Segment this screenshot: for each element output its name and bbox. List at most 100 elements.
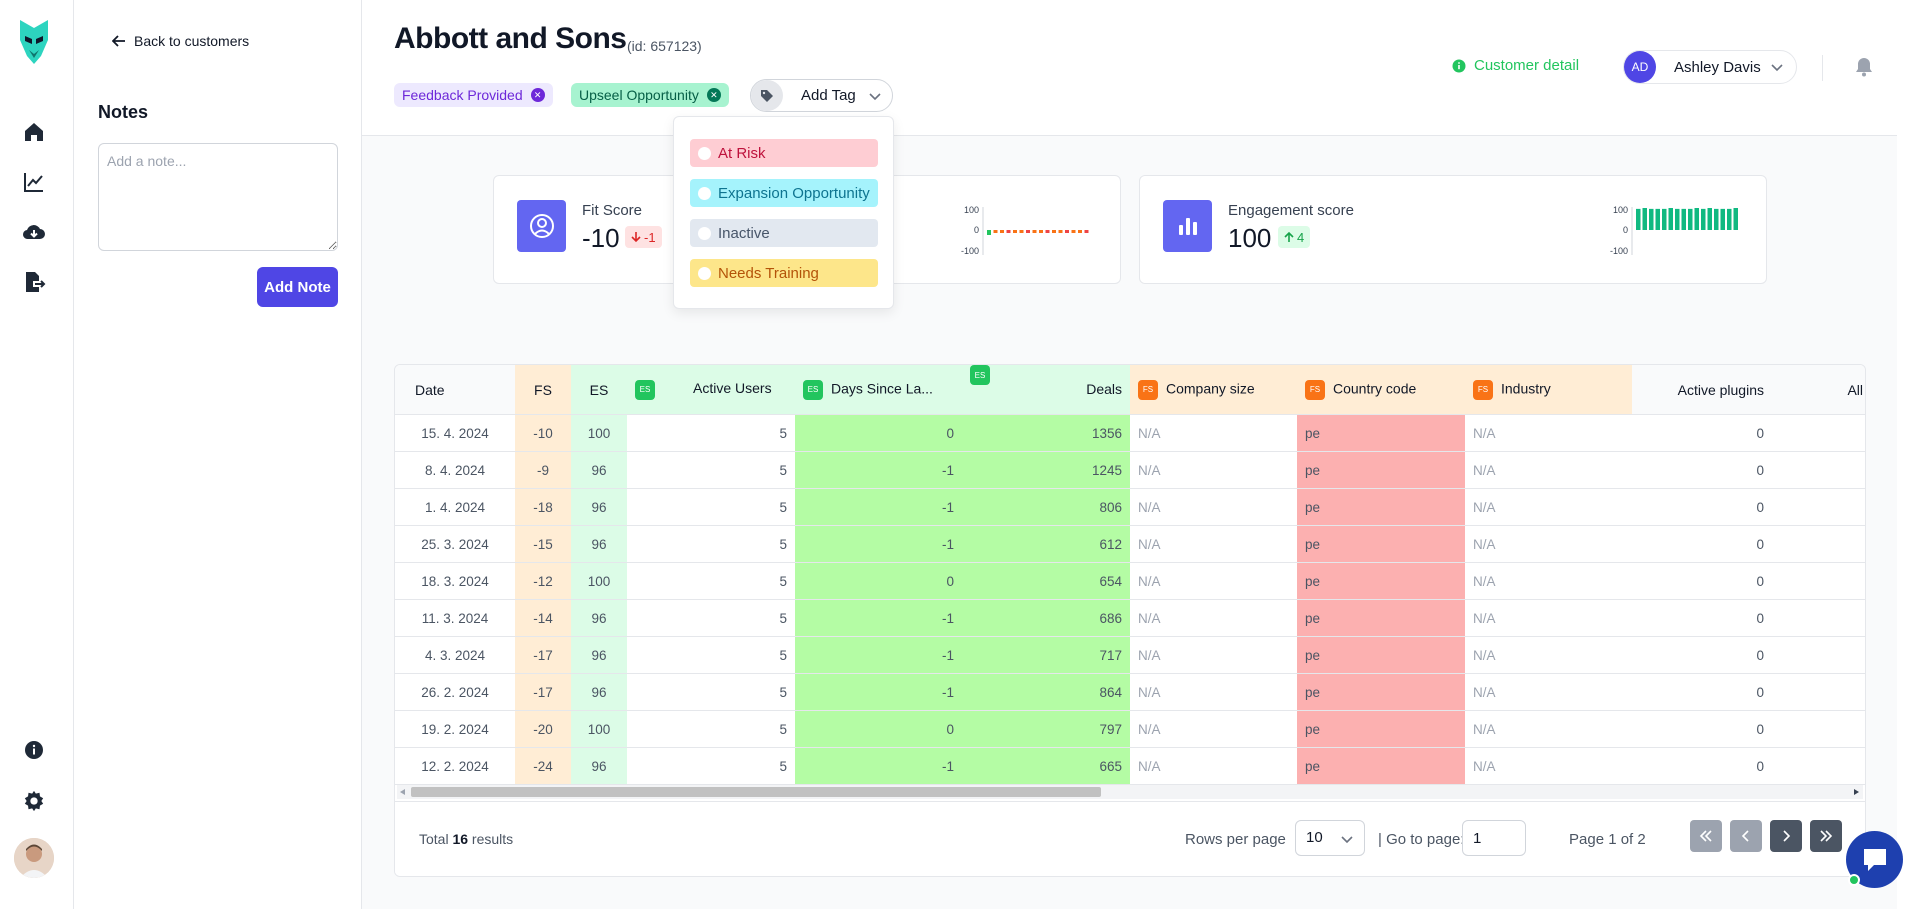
table-row[interactable]: 12. 2. 2024 -24 96 5 -1 665 N/A pe N/A 0 bbox=[395, 747, 1865, 785]
scroll-right-icon[interactable] bbox=[1854, 789, 1860, 795]
col-active-plugins[interactable]: Active plugins bbox=[1632, 365, 1772, 415]
fs-badge: FS bbox=[1305, 379, 1325, 400]
option-label: At Risk bbox=[718, 144, 766, 162]
tag-option-at-risk[interactable]: At Risk bbox=[690, 139, 878, 167]
col-deals[interactable]: ES Deals bbox=[962, 365, 1130, 415]
cell-all-u bbox=[1772, 636, 1865, 674]
cell-all-u bbox=[1772, 599, 1865, 637]
table-row[interactable]: 15. 4. 2024 -10 100 5 0 1356 N/A pe N/A 0 bbox=[395, 414, 1865, 452]
table-row[interactable]: 18. 3. 2024 -12 100 5 0 654 N/A pe N/A 0 bbox=[395, 562, 1865, 600]
table-row[interactable]: 1. 4. 2024 -18 96 5 -1 806 N/A pe N/A 0 bbox=[395, 488, 1865, 526]
page-title: Abbott and Sons bbox=[394, 22, 627, 55]
cell-days-since: -1 bbox=[795, 525, 962, 563]
go-to-page-input[interactable] bbox=[1462, 820, 1526, 856]
rows-per-page-value: 10 bbox=[1306, 829, 1323, 846]
engagement-score-delta-value: 4 bbox=[1297, 229, 1305, 245]
table-row[interactable]: 4. 3. 2024 -17 96 5 -1 717 N/A pe N/A 0 bbox=[395, 636, 1865, 674]
es-badge: ES bbox=[635, 379, 655, 400]
cloud-download-icon[interactable] bbox=[22, 220, 46, 244]
back-to-customers-link[interactable]: Back to customers bbox=[112, 33, 249, 49]
cell-days-since: 0 bbox=[795, 710, 962, 748]
info-circle-icon bbox=[1452, 59, 1466, 72]
scroll-left-icon[interactable] bbox=[400, 789, 406, 795]
table-row[interactable]: 8. 4. 2024 -9 96 5 -1 1245 N/A pe N/A 0 bbox=[395, 451, 1865, 489]
cell-es: 96 bbox=[571, 599, 627, 637]
table-row[interactable]: 26. 2. 2024 -17 96 5 -1 864 N/A pe N/A 0 bbox=[395, 673, 1865, 711]
tag-option-inactive[interactable]: Inactive bbox=[690, 219, 878, 247]
cell-es: 96 bbox=[571, 488, 627, 526]
cell-active-plugins: 0 bbox=[1632, 488, 1772, 526]
add-tag-label: Add Tag bbox=[801, 87, 856, 104]
double-chevron-right-icon bbox=[1820, 830, 1833, 842]
col-company-size[interactable]: FS Company size bbox=[1130, 365, 1297, 415]
settings-gear-icon[interactable] bbox=[23, 790, 45, 812]
spark-bar bbox=[1720, 208, 1725, 230]
spark-bar bbox=[1026, 230, 1030, 233]
prev-page-button[interactable] bbox=[1730, 820, 1762, 852]
cell-days-since: -1 bbox=[795, 451, 962, 489]
col-country-code[interactable]: FS Country code bbox=[1297, 365, 1465, 415]
add-tag-select[interactable]: Add Tag bbox=[750, 79, 893, 112]
chart-line-icon[interactable] bbox=[22, 170, 46, 194]
option-dot bbox=[698, 187, 711, 200]
col-days-since[interactable]: ES Days Since La... bbox=[795, 365, 962, 415]
last-page-button[interactable] bbox=[1810, 820, 1842, 852]
rows-per-page-select[interactable]: 10 bbox=[1295, 820, 1365, 856]
tag-option-expansion-opportunity[interactable]: Expansion Opportunity bbox=[690, 179, 878, 207]
col-fs[interactable]: FS bbox=[515, 365, 571, 415]
notification-bell-icon[interactable] bbox=[1853, 56, 1875, 78]
cell-industry: N/A bbox=[1465, 673, 1632, 711]
col-date[interactable]: Date bbox=[395, 365, 515, 415]
note-input[interactable] bbox=[98, 143, 338, 251]
col-active-users[interactable]: ES Active Users bbox=[627, 365, 795, 415]
table-scroll-area[interactable]: Date FS ES ES Active Users ES Days Since L… bbox=[395, 365, 1865, 785]
cell-days-since: -1 bbox=[795, 673, 962, 711]
scrollbar-thumb[interactable] bbox=[411, 787, 1101, 797]
table-row[interactable]: 25. 3. 2024 -15 96 5 -1 612 N/A pe N/A 0 bbox=[395, 525, 1865, 563]
cell-active-users: 5 bbox=[627, 673, 795, 711]
spark-bar bbox=[993, 230, 998, 233]
cell-active-plugins: 0 bbox=[1632, 673, 1772, 711]
fit-score-sparkline: 100 0 -100 bbox=[961, 205, 1089, 256]
cell-fs: -9 bbox=[515, 451, 571, 489]
spark-bar bbox=[1642, 208, 1647, 230]
go-to-page-label: | Go to page: bbox=[1378, 831, 1465, 848]
chat-widget-button[interactable] bbox=[1846, 831, 1903, 888]
spark-bar bbox=[1694, 208, 1699, 230]
col-all-u[interactable]: All U bbox=[1772, 365, 1865, 415]
history-table-card: Date FS ES ES Active Users ES Days Since L… bbox=[394, 364, 1866, 877]
info-icon[interactable] bbox=[24, 740, 44, 760]
total-count: 16 bbox=[452, 831, 469, 847]
remove-tag-icon[interactable]: ✕ bbox=[530, 88, 545, 102]
tag-option-needs-training[interactable]: Needs Training bbox=[690, 259, 878, 287]
home-icon[interactable] bbox=[22, 120, 46, 144]
customer-id: (id: 657123) bbox=[627, 38, 702, 54]
next-page-button[interactable] bbox=[1770, 820, 1802, 852]
horizontal-scrollbar[interactable] bbox=[397, 785, 1863, 799]
user-avatar[interactable] bbox=[14, 838, 54, 878]
table-row[interactable]: 11. 3. 2024 -14 96 5 -1 686 N/A pe N/A 0 bbox=[395, 599, 1865, 637]
user-name: Ashley Davis bbox=[1674, 58, 1761, 76]
customer-detail-link[interactable]: Customer detail bbox=[1452, 57, 1579, 74]
tag-dropdown-menu: At Risk Expansion Opportunity Inactive N… bbox=[673, 116, 894, 309]
col-industry[interactable]: FS Industry bbox=[1465, 365, 1632, 415]
arrow-up-icon bbox=[1284, 231, 1294, 242]
table-row[interactable]: 19. 2. 2024 -20 100 5 0 797 N/A pe N/A 0 bbox=[395, 710, 1865, 748]
tag-feedback-provided: Feedback Provided ✕ bbox=[394, 83, 553, 107]
cell-active-users: 5 bbox=[627, 451, 795, 489]
first-page-button[interactable] bbox=[1690, 820, 1722, 852]
cell-date: 8. 4. 2024 bbox=[395, 451, 515, 489]
cell-all-u bbox=[1772, 451, 1865, 489]
option-label: Needs Training bbox=[718, 264, 819, 282]
cell-date: 4. 3. 2024 bbox=[395, 636, 515, 674]
file-export-icon[interactable] bbox=[22, 270, 46, 294]
remove-tag-icon[interactable]: ✕ bbox=[706, 88, 721, 102]
spark-bar bbox=[1707, 208, 1712, 230]
cell-industry: N/A bbox=[1465, 488, 1632, 526]
add-note-button[interactable]: Add Note bbox=[257, 267, 338, 307]
col-es[interactable]: ES bbox=[571, 365, 627, 415]
user-menu[interactable]: AD Ashley Davis bbox=[1623, 50, 1797, 84]
cell-all-u bbox=[1772, 488, 1865, 526]
logo-icon[interactable] bbox=[17, 18, 51, 66]
tag-label: Feedback Provided bbox=[402, 87, 523, 103]
